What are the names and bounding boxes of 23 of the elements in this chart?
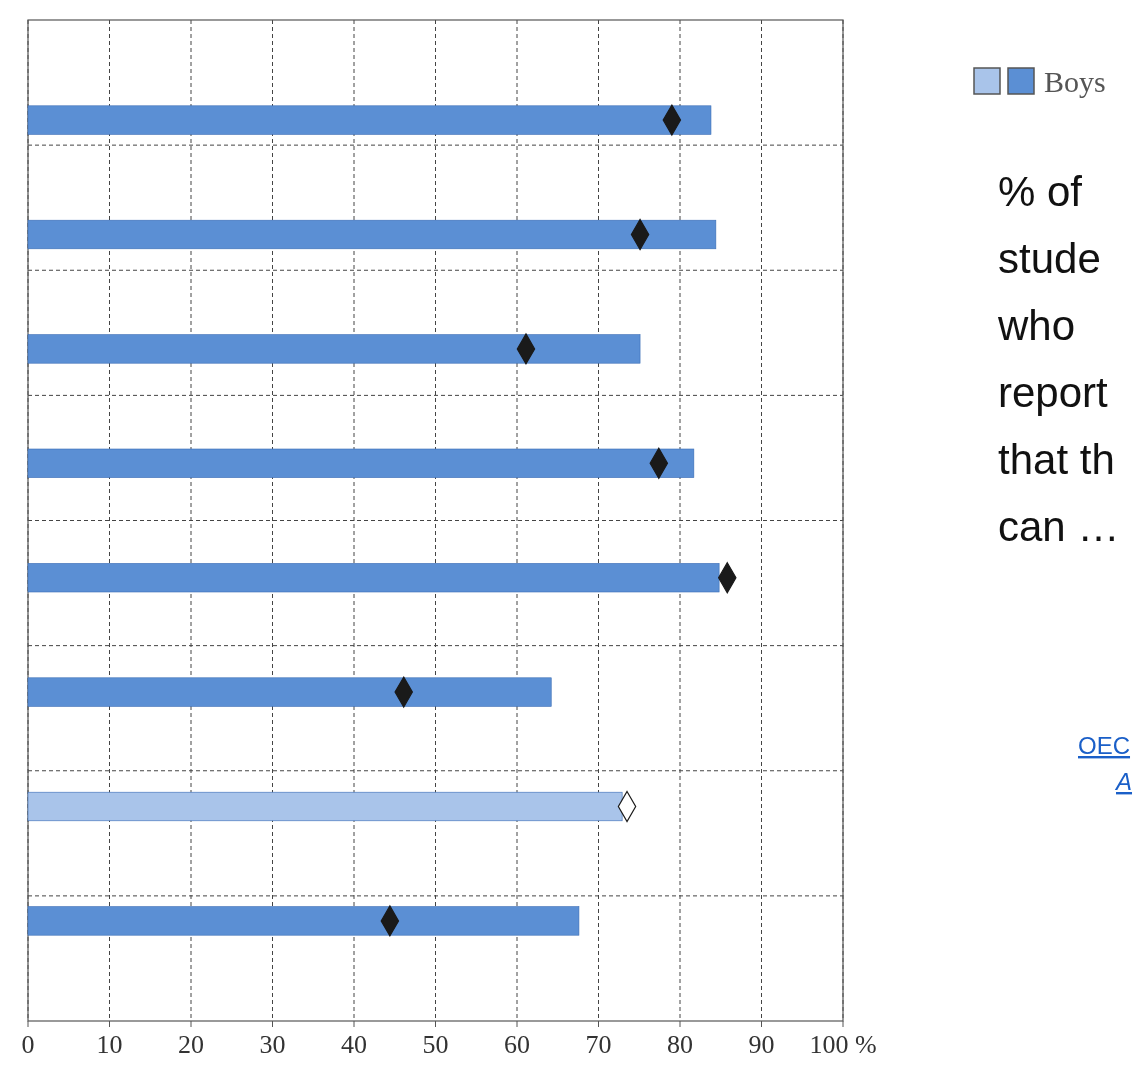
- bar: [27, 791, 623, 822]
- x-tick-label: 20: [178, 1030, 204, 1059]
- bar: [27, 105, 712, 135]
- x-tick-label: 0: [21, 1030, 35, 1059]
- bar: [27, 334, 641, 364]
- x-tick-label: 100 %: [809, 1030, 877, 1059]
- text: % of stude who report that th can …: [997, 168, 1120, 550]
- x-tick-label: 70: [585, 1030, 612, 1059]
- bar: [27, 448, 695, 478]
- x-tick-label: 60: [504, 1030, 530, 1059]
- x-tick-label: 30: [259, 1030, 286, 1059]
- x-tick-label: 90: [748, 1030, 775, 1059]
- legend-label: Boys: [1044, 65, 1106, 98]
- x-tick-label: 80: [667, 1030, 693, 1059]
- bar: [27, 677, 552, 707]
- x-tick-label: 10: [96, 1030, 123, 1059]
- x-tick-label: 40: [341, 1030, 367, 1059]
- bar: [27, 906, 580, 936]
- text: A: [1114, 768, 1133, 795]
- x-tick-label: 50: [422, 1030, 449, 1059]
- text: OEC: [1078, 732, 1131, 759]
- bar: [27, 219, 717, 250]
- bar: [27, 563, 720, 593]
